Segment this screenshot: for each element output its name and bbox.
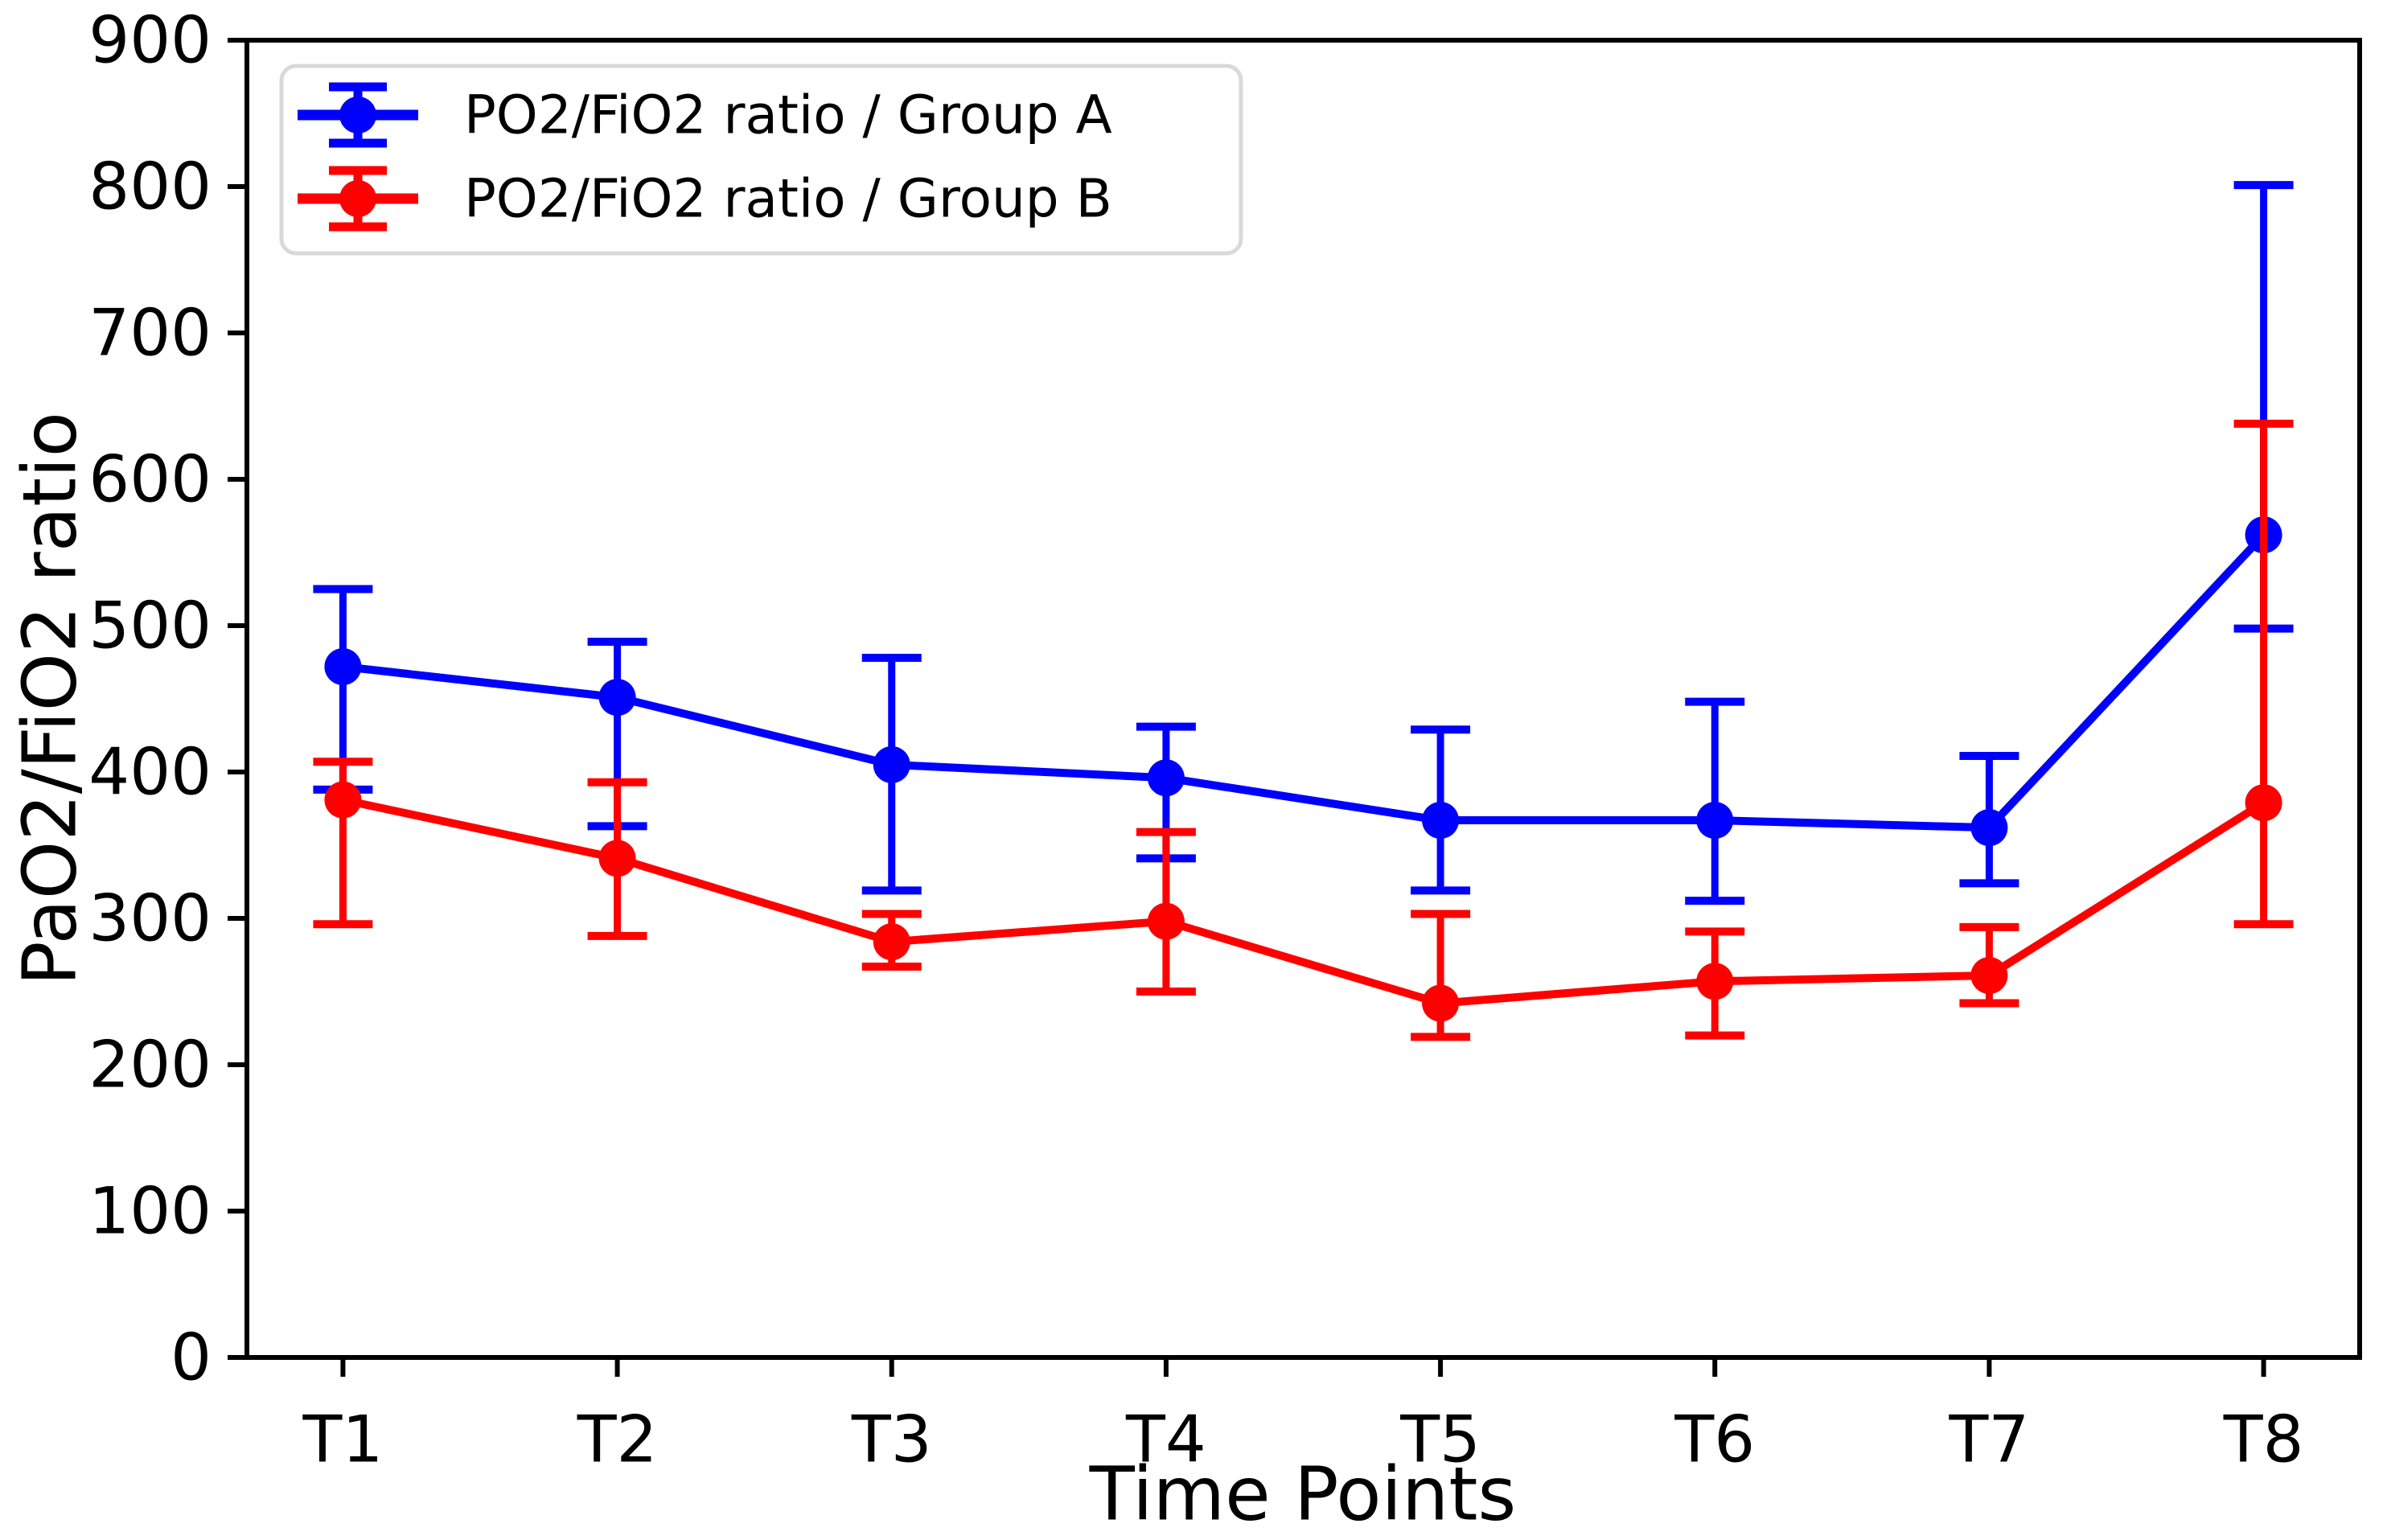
x-axis-tick-label: T3 xyxy=(851,1402,932,1477)
legend-errorbar-icon-group-b xyxy=(298,166,418,232)
axis-ticks: 0 100 200 300 400 500 600 700 800 900 T1 T2 T3 T4 T5 T6… xyxy=(88,3,2303,1477)
y-axis-tick-label: 200 xyxy=(88,1028,212,1103)
data-point-marker xyxy=(1696,963,1734,1000)
x-axis-tick-label: T6 xyxy=(1674,1402,1755,1477)
x-axis-label: Time Points xyxy=(1089,1452,1517,1538)
legend-marker-b xyxy=(339,180,376,217)
data-point-marker xyxy=(1422,984,1460,1022)
x-axis-tick-label: T1 xyxy=(302,1402,384,1477)
x-axis-tick-label: T4 xyxy=(1125,1402,1206,1477)
x-axis-tick-label: T2 xyxy=(577,1402,658,1477)
y-axis-tick-label: 100 xyxy=(88,1174,212,1249)
legend: PO2/FiO2 ratio / Group A PO2/FiO2 ratio … xyxy=(279,64,1243,256)
series-group-b xyxy=(313,419,2294,1041)
data-point-marker xyxy=(324,647,362,685)
legend-errorbar-icon-group-a xyxy=(298,82,418,148)
data-point-marker xyxy=(1970,809,2008,847)
data-point-marker xyxy=(873,923,910,961)
x-axis-tick-label: T8 xyxy=(2223,1402,2304,1477)
series-group-a xyxy=(313,181,2294,906)
legend-marker-a xyxy=(339,97,376,133)
data-point-marker xyxy=(873,745,910,783)
data-point-marker xyxy=(598,840,636,877)
y-axis-tick-label: 0 xyxy=(170,1320,212,1395)
y-axis-tick-label: 800 xyxy=(88,150,212,224)
y-axis-tick-label: 400 xyxy=(88,735,212,810)
data-point-marker xyxy=(1970,956,2008,994)
data-point-marker xyxy=(324,781,362,819)
data-series xyxy=(313,181,2294,1041)
y-axis-tick-label: 900 xyxy=(88,3,212,78)
y-axis-tick-label: 600 xyxy=(88,442,212,517)
series-line xyxy=(342,795,2266,1008)
legend-label-group-b: PO2/FiO2 ratio / Group B xyxy=(464,168,1112,230)
y-axis-tick-label: 500 xyxy=(88,589,212,663)
legend-label-group-a: PO2/FiO2 ratio / Group A xyxy=(464,84,1112,146)
data-point-marker xyxy=(1147,902,1185,940)
series-line xyxy=(342,532,2267,832)
data-point-marker xyxy=(598,679,636,717)
y-axis-tick-label: 300 xyxy=(88,881,212,956)
data-point-marker xyxy=(2245,784,2282,822)
data-point-marker xyxy=(1422,802,1460,840)
plot-frame xyxy=(244,38,2362,1360)
y-axis-tick-label: 700 xyxy=(88,296,212,371)
data-point-marker xyxy=(1696,802,1734,840)
y-axis-label: PaO2/FiO2 ratio xyxy=(7,412,93,986)
x-axis-tick-label: T5 xyxy=(1399,1402,1481,1477)
data-point-marker xyxy=(1147,759,1185,797)
x-axis-tick-label: T7 xyxy=(1949,1402,2030,1477)
legend-box xyxy=(279,64,1243,256)
